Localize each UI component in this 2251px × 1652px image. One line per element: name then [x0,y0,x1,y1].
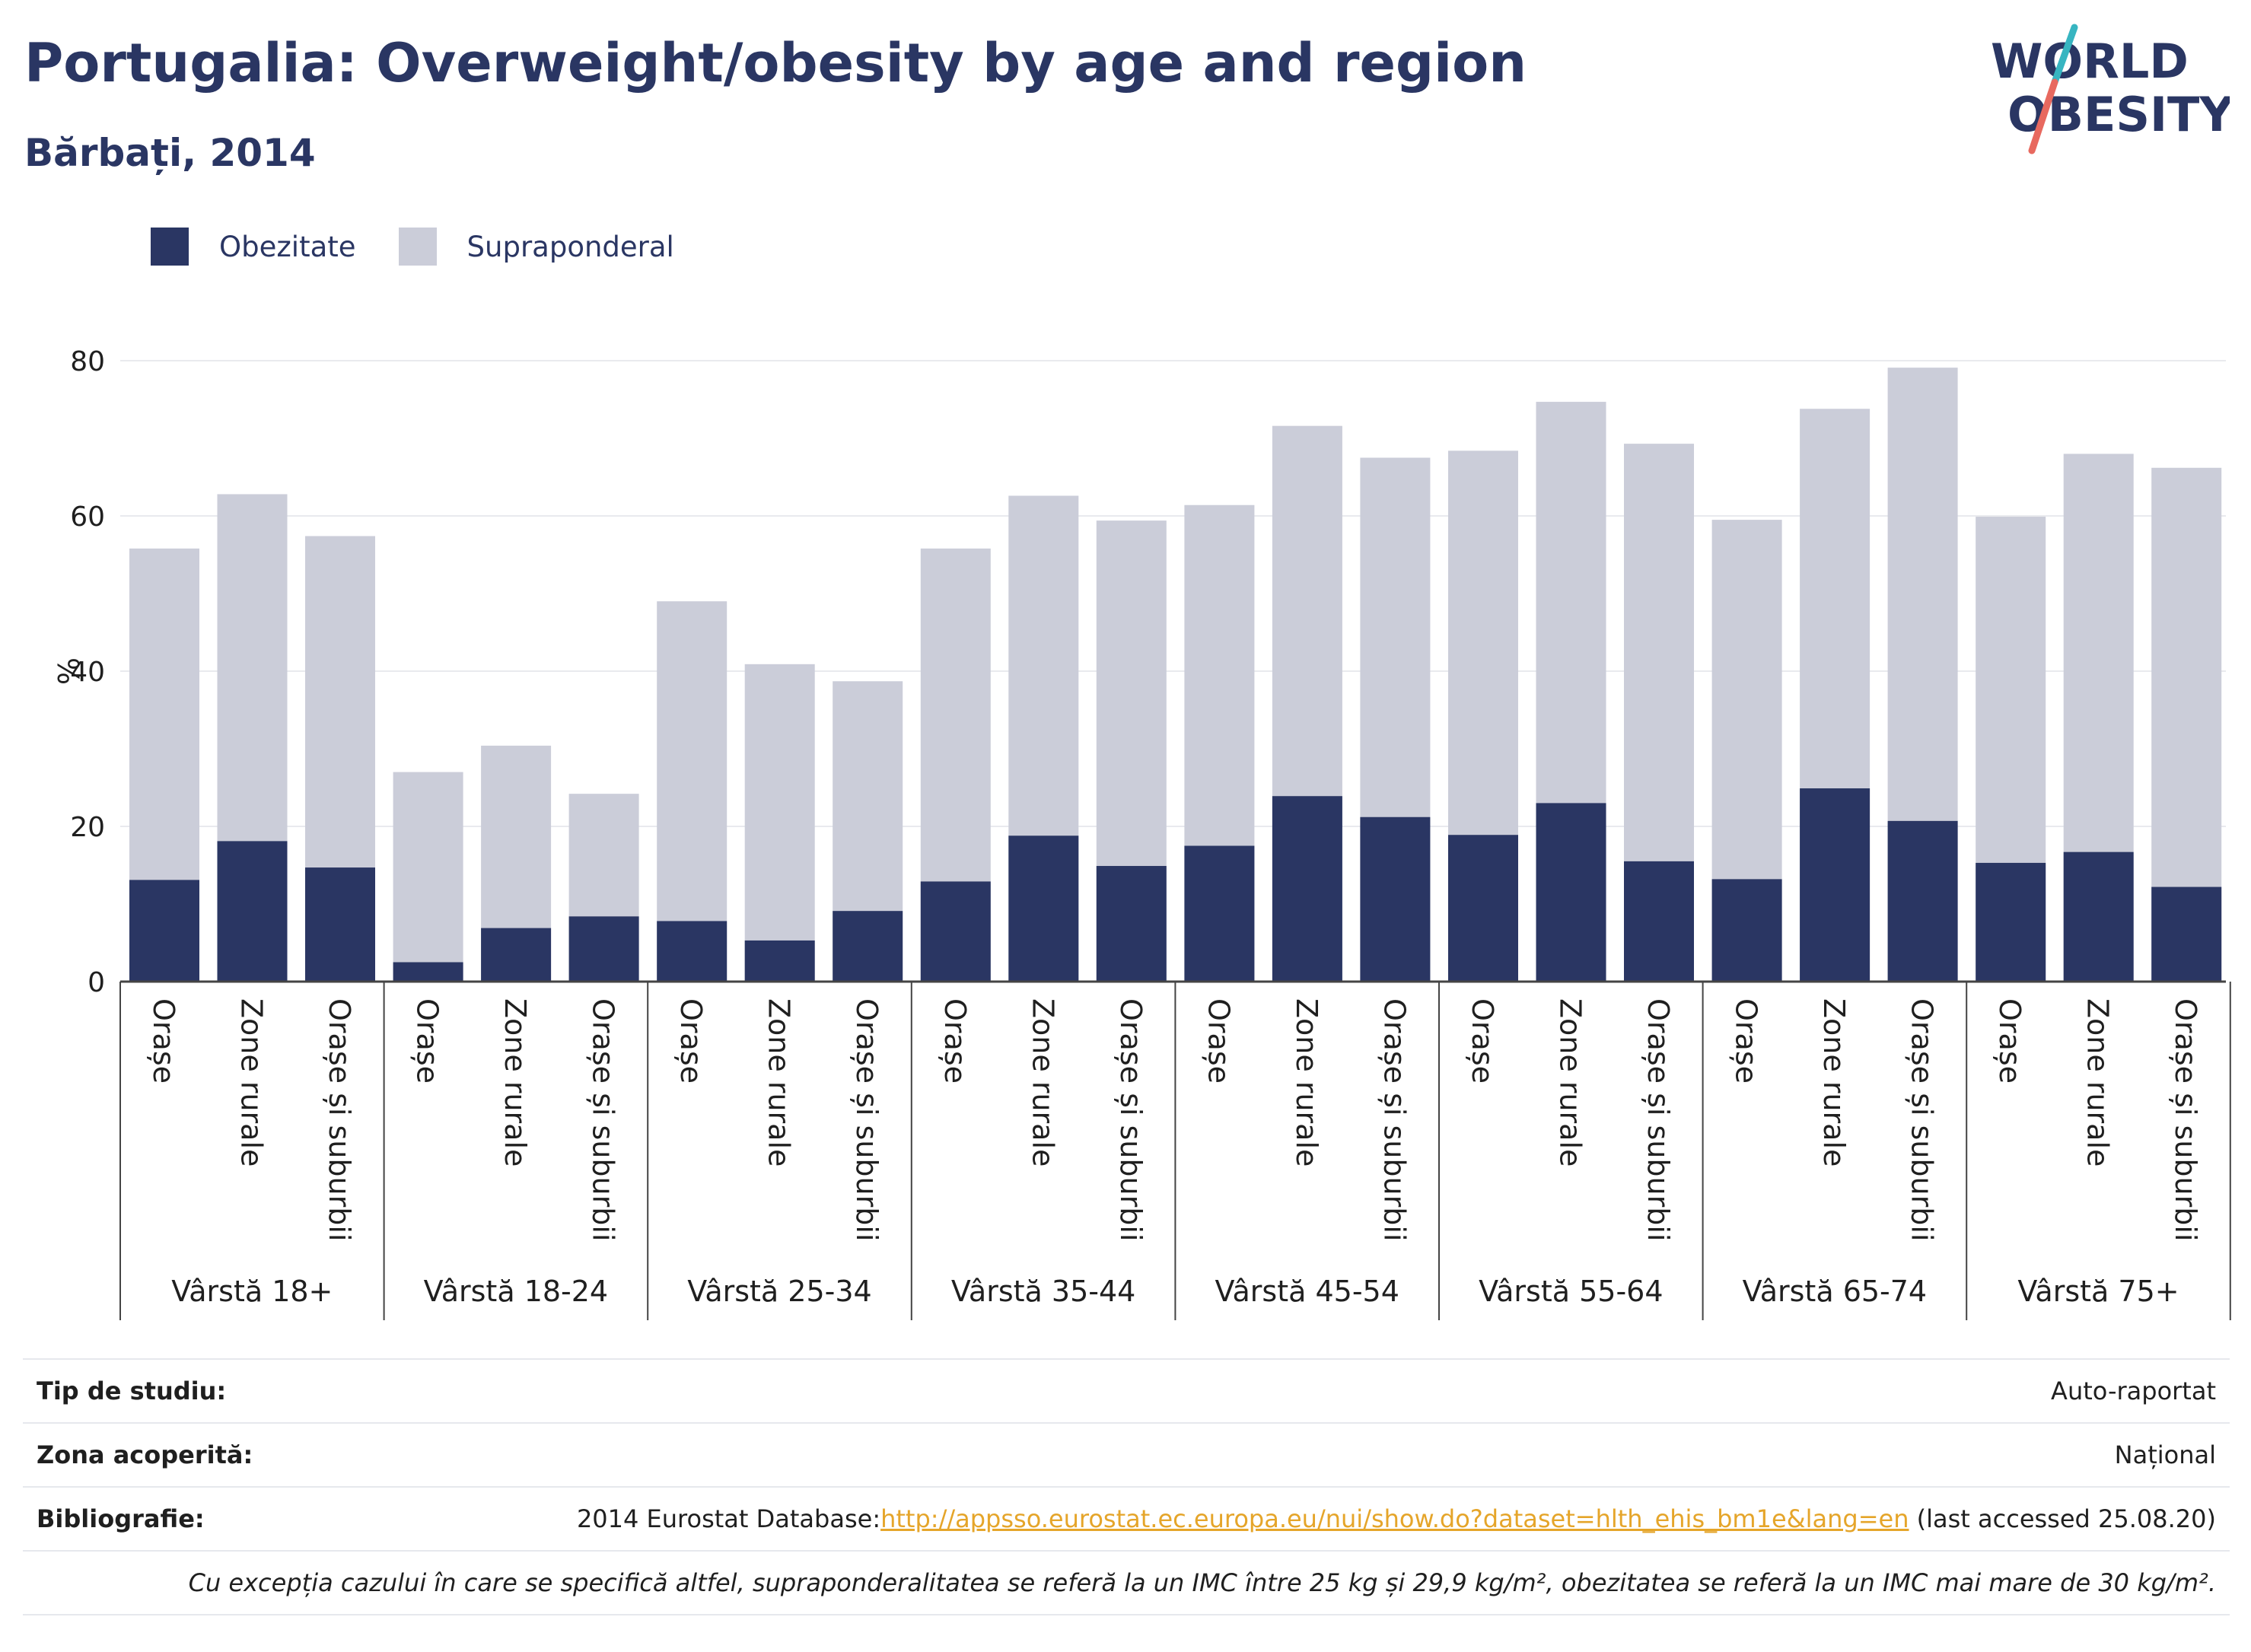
bar-obesity [568,916,639,982]
group-label: Vârstă 18-24 [424,1275,608,1308]
bar-obesity [744,940,815,982]
x-tick-label: Zone rurale [498,998,532,1167]
y-tick-label: 0 [88,967,105,998]
x-tick-label: Zone rurale [763,998,796,1167]
bar-obesity [1711,879,1782,982]
coverage-value: Național [2114,1440,2216,1469]
y-tick-label: 80 [70,346,105,377]
x-tick-label: Orașe și suburbii [1114,998,1148,1241]
bar-overweight [393,772,463,982]
group-label: Vârstă 45-54 [1215,1275,1399,1308]
x-tick-label: Orașe [938,998,972,1084]
chart-legend: Obezitate Supraponderal [151,225,717,268]
bar-obesity [1360,816,1431,982]
x-tick-label: Orașe [411,998,444,1084]
x-tick-label: Orașe și suburbii [1641,998,1675,1241]
bar-obesity [1536,803,1606,982]
bibliography-link[interactable]: http://appsso.eurostat.ec.europa.eu/nui/… [880,1504,1909,1533]
group-label: Vârstă 25-34 [687,1275,871,1308]
bar-obesity [129,880,199,982]
legend-label-overweight: Supraponderal [466,230,674,263]
legend-item-obesity[interactable]: Obezitate [151,228,356,266]
x-tick-label: Orașe și suburbii [850,998,884,1241]
bar-overweight [744,664,815,982]
logo-line1: WORLD [1991,33,2189,89]
group-label: Vârstă 35-44 [951,1275,1135,1308]
group-label: Vârstă 55-64 [1479,1275,1663,1308]
info-row-study-type: Tip de studiu: Auto-raportat [23,1358,2230,1422]
study-type-value: Auto-raportat [2051,1377,2216,1405]
bar-obesity [305,867,375,982]
bar-overweight [657,601,728,982]
x-tick-label: Zone rurale [1554,998,1587,1167]
bar-obesity [481,928,552,982]
logo-slash-coral [2028,78,2058,154]
coverage-label: Zona acoperită: [37,1440,253,1469]
x-tick-label: Zone rurale [1026,998,1059,1167]
bar-obesity [1448,835,1518,982]
x-tick-label: Orașe și suburbii [1906,998,1939,1241]
x-tick-label: Zone rurale [1290,998,1323,1167]
study-type-label: Tip de studiu: [37,1377,227,1405]
x-tick-label: Orașe și suburbii [2169,998,2202,1241]
info-row-coverage: Zona acoperită: Național [23,1422,2230,1486]
bar-obesity [393,962,463,982]
bar-obesity [217,841,288,982]
x-tick-label: Orașe [147,998,180,1084]
bar-obesity [1800,788,1871,982]
legend-label-obesity: Obezitate [219,230,356,263]
y-tick-label: 60 [70,501,105,533]
y-tick-label: 20 [70,812,105,843]
group-label: Vârstă 65-74 [1743,1275,1927,1308]
legend-swatch-overweight [398,228,437,266]
x-tick-label: Orașe și suburbii [1377,998,1411,1241]
bibliography-suffix: (last accessed 25.08.20) [1909,1504,2216,1533]
logo-slash-teal [2051,24,2078,86]
chart-subtitle: Bărbați, 2014 [24,131,316,175]
info-row-note: Cu excepția cazului în care se specifică… [23,1550,2230,1615]
x-tick-label: Orașe și suburbii [587,998,620,1241]
bar-obesity [1624,861,1694,982]
bar-obesity [1096,866,1167,982]
definition-note: Cu excepția cazului în care se specifică… [188,1568,2216,1597]
x-tick-label: Orașe [674,998,708,1084]
group-label: Vârstă 18+ [171,1275,333,1308]
bar-obesity [1008,836,1079,982]
bar-obesity [1887,820,1958,982]
x-tick-label: Orașe [1202,998,1235,1084]
x-tick-label: Zone rurale [1817,998,1851,1167]
bar-obesity [2063,851,2134,982]
x-tick-label: Orașe și suburbii [323,998,356,1241]
bar-obesity [833,911,903,982]
x-tick-label: Orașe [1730,998,1763,1084]
bar-obesity [657,921,728,982]
bar-obesity [2151,886,2222,982]
x-tick-label: Zone rurale [235,998,269,1167]
bar-obesity [920,881,991,982]
bar-chart: 0 20 40 60 80% Orașe Zone rurale Orașe și subur… [51,346,2231,1320]
x-tick-label: Zone rurale [2081,998,2115,1167]
info-table: Tip de studiu: Auto-raportat Zona acoper… [23,1358,2230,1615]
x-tick-label: Orașe [1466,998,1499,1084]
x-tick-label: Orașe [1993,998,2027,1084]
bibliography-label: Bibliografie: [37,1504,205,1533]
bibliography-value: 2014 Eurostat Database:http://appsso.eur… [577,1504,2216,1533]
bar-obesity [1272,796,1342,982]
bar-obesity [1976,862,2046,982]
bibliography-prefix: 2014 Eurostat Database: [576,1504,881,1533]
y-axis-title: % [51,657,84,685]
group-label: Vârstă 75+ [2017,1275,2179,1308]
legend-item-overweight[interactable]: Supraponderal [398,228,674,266]
y-tick-label: 40 [70,657,105,688]
world-obesity-logo: WORLD OBESITY [1991,24,2230,154]
legend-swatch-obesity [151,228,189,266]
chart-title: Portugalia: Overweight/obesity by age an… [24,32,1527,94]
bar-obesity [1184,845,1255,982]
info-row-bibliography: Bibliografie: 2014 Eurostat Database:htt… [23,1486,2230,1550]
